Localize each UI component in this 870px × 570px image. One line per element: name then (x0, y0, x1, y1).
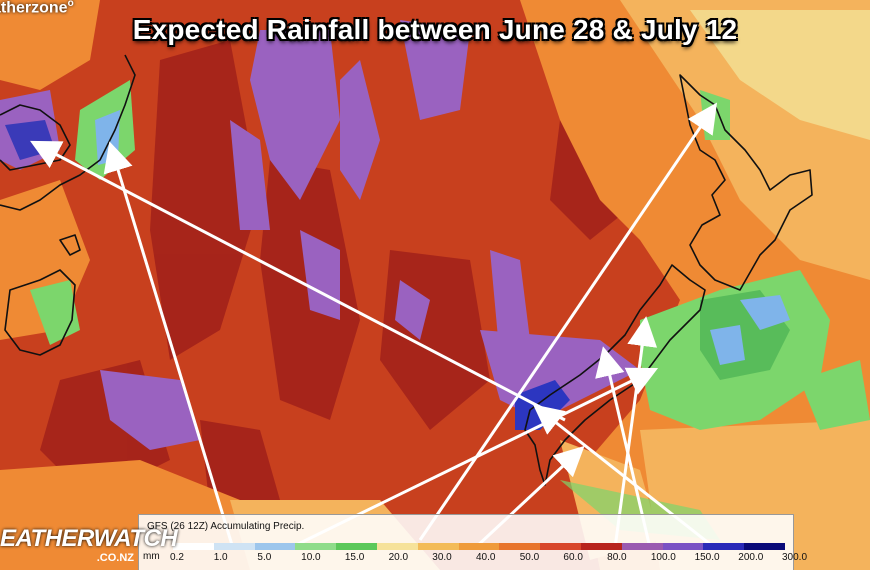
legend-tick-labels: 0.2 1.0 5.0 10.0 15.0 20.0 30.0 40.0 50.0 60.0 80.… (166, 552, 807, 566)
legend-tick-label: 0.2 (170, 552, 184, 563)
arrow-to-victoria (30, 140, 566, 422)
legend-tick-label: 60.0 (563, 552, 583, 563)
purple-bands (0, 20, 640, 450)
map-title: Expected Rainfall between June 28 & July… (132, 14, 738, 45)
legend-tick-label: 300.0 (782, 552, 808, 563)
legend-unit: mm (143, 551, 160, 562)
legend-color-bar (173, 543, 785, 550)
legend-tick-label: 50.0 (519, 552, 540, 563)
arrow-to-nsw-coast (103, 141, 234, 546)
legend-swatch (295, 543, 337, 550)
legend-tick-label: 20.0 (388, 552, 409, 563)
legend-tick-label: 10.0 (301, 552, 321, 563)
weatherzone-logo-mark: o (67, 0, 74, 9)
arrow-to-canterbury-b (613, 316, 658, 549)
australia-coastline (0, 54, 136, 356)
legend-tick-label: 1.0 (213, 552, 228, 563)
legend-tick-label: 150.0 (694, 552, 720, 563)
legend-swatch (376, 543, 418, 550)
legend-swatch (254, 543, 296, 550)
precip-legend: GFS (26 12Z) Accumulating Precip. mm 0.2… (138, 514, 807, 570)
legend-tick-label: 100.0 (650, 552, 676, 563)
legend-swatch (621, 543, 663, 550)
legend-swatch (173, 543, 214, 550)
weatherwatch-logo-text: EATHERWATCH (0, 525, 178, 552)
legend-swatch (662, 543, 704, 550)
legend-tick-label: 5.0 (257, 552, 272, 563)
legend-swatch (458, 543, 500, 550)
legend-swatch (499, 543, 541, 550)
legend-swatch (580, 543, 622, 550)
weatherwatch-logo: EATHERWATCH .CO.NZ (0, 525, 178, 565)
legend-title: GFS (26 12Z) Accumulating Precip. (147, 521, 305, 532)
legend-tick-label: 40.0 (476, 552, 496, 563)
legend-tick-label: 15.0 (344, 552, 365, 563)
legend-swatch (213, 543, 255, 550)
weatherwatch-logo-domain: .CO.NZ (96, 552, 134, 564)
legend-tick-label: 200.0 (738, 552, 764, 563)
legend-swatch (336, 543, 377, 550)
arrow-to-northland (418, 102, 718, 541)
legend-swatch (703, 543, 745, 550)
legend-tick-label: 30.0 (432, 552, 452, 563)
legend-swatch (417, 543, 459, 550)
legend-tick-label: 80.0 (607, 552, 627, 563)
legend-swatch (540, 543, 581, 550)
weatherzone-logo-text: atherzone (0, 0, 68, 17)
weatherzone-logo: atherzoneo (0, 0, 74, 17)
legend-swatch (744, 543, 785, 550)
